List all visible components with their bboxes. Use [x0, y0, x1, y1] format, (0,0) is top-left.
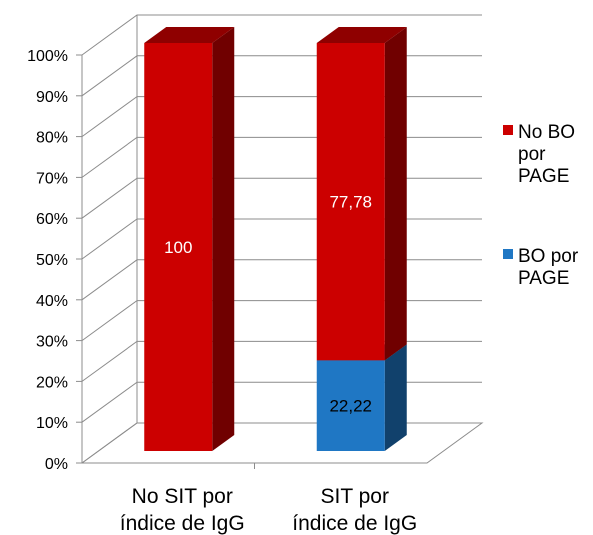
x-tick-label: índice de IgG: [292, 512, 417, 535]
bar-side: [384, 344, 407, 451]
legend-label: BO por: [518, 246, 579, 267]
y-tick-label: 20%: [36, 374, 68, 391]
bar-top: [316, 27, 407, 43]
y-tick-label: 50%: [36, 252, 68, 269]
y-tick-label: 40%: [36, 293, 68, 310]
y-tick-label: 90%: [36, 89, 68, 106]
gridline: [81, 55, 482, 97]
gridline: [81, 259, 482, 301]
bar-top: [144, 27, 235, 43]
y-tick-label: 30%: [36, 334, 68, 351]
x-tick-label: No SIT por: [132, 485, 233, 508]
gridline: [81, 300, 482, 342]
legend-label: No BO: [518, 122, 575, 143]
x-tick-label: SIT por: [321, 485, 389, 508]
bar-side: [212, 27, 235, 451]
gridline: [81, 14, 482, 56]
legend-label: PAGE: [518, 268, 569, 289]
y-tick-label: 60%: [36, 211, 68, 228]
y-tick-label: 100%: [27, 48, 68, 65]
gridline: [81, 136, 482, 178]
gridline: [81, 381, 482, 423]
data-label: 100: [164, 238, 192, 257]
y-tick-label: 80%: [36, 130, 68, 147]
x-tick-label: índice de IgG: [120, 512, 245, 535]
gridline: [81, 218, 482, 260]
gridline: [81, 340, 482, 382]
gridline: [81, 96, 482, 138]
bar: [144, 43, 213, 451]
legend-label: por: [518, 144, 546, 165]
bar: [316, 360, 385, 451]
data-label: 77,78: [329, 193, 372, 212]
legend-swatch: [503, 249, 513, 259]
data-label: 22,22: [329, 397, 372, 416]
legend-swatch: [503, 125, 513, 135]
bar: [316, 43, 385, 361]
gridline: [81, 177, 482, 219]
y-tick-label: 70%: [36, 170, 68, 187]
y-tick-label: 0%: [45, 456, 68, 473]
bar-side: [384, 27, 407, 361]
legend-label: PAGE: [518, 166, 569, 187]
floor: [80, 422, 484, 464]
y-tick-label: 10%: [36, 415, 68, 432]
